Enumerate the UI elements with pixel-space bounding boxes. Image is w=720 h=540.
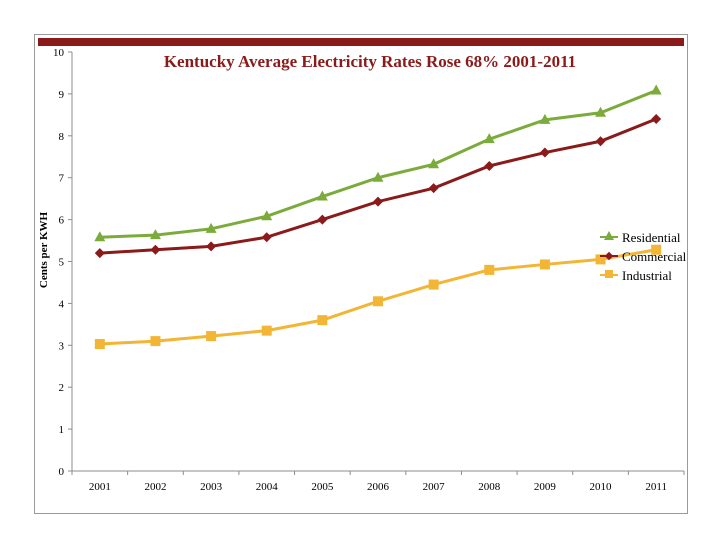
y-tick-label: 0: [59, 466, 65, 478]
legend-item-industrial: Industrial: [600, 268, 695, 283]
data-point-residential: [149, 229, 161, 240]
y-tick-label: 2: [59, 382, 65, 394]
data-point-industrial: [317, 315, 328, 326]
data-point-commercial: [595, 136, 606, 147]
data-point-industrial: [539, 259, 550, 270]
legend-item-commercial: Commercial: [600, 249, 695, 264]
y-tick-label: 10: [53, 47, 65, 59]
data-point-commercial: [651, 114, 662, 125]
x-tick-label: 2007: [423, 481, 446, 493]
y-tick-label: 1: [59, 424, 65, 436]
y-tick-label: 3: [59, 340, 65, 352]
data-point-residential: [316, 190, 328, 201]
data-point-residential: [539, 113, 551, 124]
x-tick-label: 2001: [89, 481, 111, 493]
data-point-commercial: [317, 214, 328, 225]
x-tick-label: 2002: [144, 481, 166, 493]
y-tick-label: 5: [59, 257, 65, 269]
x-tick-label: 2010: [590, 481, 613, 493]
x-tick-label: 2005: [311, 481, 334, 493]
data-point-commercial: [94, 248, 105, 259]
data-point-residential: [372, 171, 384, 182]
data-point-residential: [650, 84, 662, 95]
y-tick-label: 7: [59, 173, 65, 185]
data-point-residential: [428, 158, 440, 169]
data-point-industrial: [595, 254, 606, 265]
data-point-industrial: [651, 244, 662, 255]
series-line-residential: [99, 89, 657, 239]
data-point-industrial: [484, 264, 495, 275]
legend-marker: [604, 251, 614, 261]
x-tick-label: 2006: [367, 481, 390, 493]
legend-label: Commercial: [622, 249, 687, 264]
x-tick-label: 2008: [478, 481, 501, 493]
x-tick-label: 2011: [645, 481, 667, 493]
y-tick-label: 4: [59, 298, 65, 310]
x-tick-label: 2009: [534, 481, 557, 493]
data-point-commercial: [484, 160, 495, 171]
y-tick-label: 9: [59, 89, 65, 101]
data-point-industrial: [206, 331, 217, 342]
data-point-residential: [261, 210, 273, 221]
legend-marker: [604, 231, 614, 240]
data-point-residential: [595, 106, 607, 117]
legend-label: Industrial: [622, 268, 672, 283]
data-point-residential: [205, 222, 217, 233]
data-point-commercial: [206, 241, 217, 252]
legend-marker: [605, 270, 613, 278]
data-point-commercial: [373, 196, 383, 207]
y-tick-label: 6: [59, 215, 65, 227]
data-point-commercial: [428, 183, 439, 194]
data-point-residential: [94, 231, 106, 242]
data-point-industrial: [150, 336, 161, 347]
data-point-commercial: [539, 147, 550, 158]
title-accent-bar: [38, 38, 684, 46]
x-tick-label: 2003: [200, 481, 223, 493]
data-point-commercial: [261, 232, 272, 243]
legend-label: Residential: [622, 230, 681, 245]
legend: Residential Commercial Industrial: [600, 230, 695, 287]
data-point-commercial: [150, 244, 161, 255]
data-point-industrial: [373, 296, 383, 307]
data-point-industrial: [261, 325, 272, 336]
slide-frame: [34, 34, 688, 514]
data-point-industrial: [94, 339, 105, 350]
chart-title: Kentucky Average Electricity Rates Rose …: [163, 52, 577, 71]
legend-item-residential: Residential: [600, 230, 695, 245]
y-tick-label: 8: [59, 131, 65, 143]
x-tick-label: 2004: [256, 481, 279, 493]
data-point-industrial: [428, 279, 439, 290]
data-point-residential: [483, 133, 495, 144]
